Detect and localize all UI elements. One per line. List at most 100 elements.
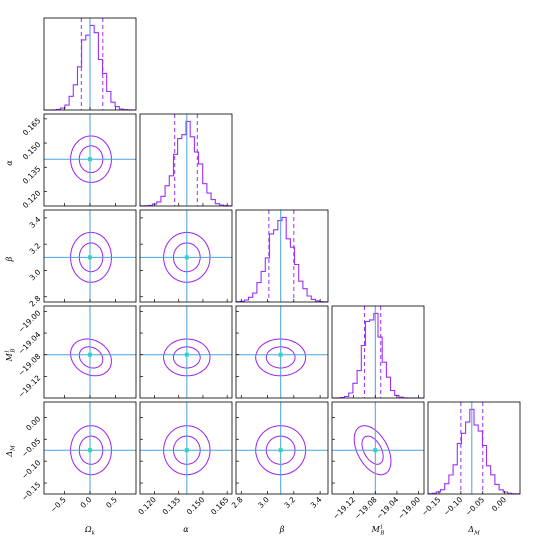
histogram-alpha [139, 120, 233, 207]
contour-1 [78, 145, 104, 173]
truth-marker [278, 448, 283, 453]
panel-beta-vs-omega: 2.8 3.0 3.2 3.4 [28, 209, 137, 309]
truth-marker [184, 255, 189, 260]
y-axis-label-mb: M1B [5, 349, 17, 363]
panel-mb-vs-mb [331, 305, 425, 399]
y-tick-label-alpha: 0.135 [21, 164, 43, 186]
panel-dm-vs-beta: 2.8 3.0 3.2 3.4 [230, 401, 329, 510]
y-axis-label-beta: β [5, 256, 14, 262]
x-axis-label-alpha: α [183, 525, 189, 534]
contour-1 [173, 346, 201, 369]
truth-marker [373, 448, 378, 453]
x-tick-label-omega: −0.5 [49, 495, 68, 514]
histogram-beta [235, 216, 329, 303]
y-tick-label-dm: −0.10 [20, 458, 43, 481]
panel-mb-vs-alpha [139, 305, 233, 399]
y-tick-label-mb: −19.08 [16, 352, 42, 378]
x-tick-label-mb: −19.08 [353, 495, 379, 521]
x-tick-label-beta: 3.2 [282, 495, 297, 510]
y-tick-label-dm: 0.00 [24, 414, 42, 432]
x-tick-label-mb: −19.00 [396, 495, 422, 521]
contour-2 [255, 338, 307, 377]
panel-dm-vs-omega: −0.5 0.0 0.5 −0.15−0.10−0.05 0.00 [20, 401, 137, 514]
contour-2 [353, 425, 392, 476]
panel-frame [139, 401, 233, 495]
truth-marker [184, 352, 189, 357]
y-axis-label-dm: ΔM [5, 445, 17, 458]
contour-1 [173, 435, 201, 465]
y-tick-label-dm: −0.15 [20, 480, 43, 503]
x-tick-label-dm: −0.15 [420, 495, 443, 518]
panel-dm-vs-mb: −19.12−19.08−19.04−19.00 [331, 401, 425, 521]
y-tick-label-mb: −19.12 [16, 373, 42, 399]
x-tick-label-beta: 2.8 [230, 495, 245, 510]
y-tick-label-dm: −0.05 [20, 436, 43, 459]
panel-frame [235, 305, 329, 399]
contour-2 [255, 425, 307, 476]
truth-marker [88, 352, 92, 357]
contour-2 [70, 231, 112, 283]
y-tick-label-mb: −19.00 [16, 308, 42, 334]
x-tick-label-mb: −19.04 [374, 495, 400, 521]
x-tick-label-alpha: 0.150 [185, 495, 207, 517]
x-tick-label-omega: 0.5 [104, 495, 119, 510]
x-axis-label-mb: M1 B [371, 525, 385, 537]
y-tick-label-alpha: 0.165 [21, 116, 43, 138]
panel-mb-vs-beta [235, 305, 329, 399]
panel-dm-vs-alpha: 0.120 0.135 0.150 0.165 [136, 401, 233, 517]
contour-1 [78, 242, 104, 273]
histogram-mb [332, 312, 424, 399]
histogram-dm [427, 408, 521, 495]
contour-1 [265, 346, 296, 369]
x-tick-label-alpha: 0.135 [161, 495, 183, 517]
y-tick-label-beta: 3.0 [28, 267, 43, 282]
contour-1 [265, 435, 296, 465]
panel-beta-vs-alpha [139, 209, 233, 303]
panel-beta-vs-beta [235, 209, 329, 303]
truth-marker [184, 448, 189, 453]
contour-2 [70, 425, 112, 476]
panel-frame [235, 401, 329, 495]
y-tick-label-beta: 2.8 [28, 294, 43, 309]
x-tick-label-dm: −0.10 [442, 495, 465, 518]
truth-marker [88, 448, 92, 453]
contour-2 [163, 425, 211, 476]
panel-frame [139, 209, 233, 303]
x-tick-label-mb: −19.12 [331, 495, 357, 521]
y-tick-label-beta: 3.2 [28, 241, 43, 256]
x-axis-label-beta: β [279, 525, 285, 534]
truth-marker [278, 352, 283, 357]
x-axis-label-omega: Ωk [84, 525, 96, 537]
panel-alpha-vs-alpha [139, 113, 233, 207]
panel-omega-vs-omega [43, 17, 137, 111]
panel-dm-vs-dm: −0.15 −0.10 −0.05 0.00 [420, 401, 521, 518]
truth-marker [88, 157, 92, 162]
x-tick-label-alpha: 0.120 [136, 495, 158, 517]
contour-1 [173, 242, 201, 273]
x-axis-label-dm: ΔM [467, 525, 480, 537]
y-tick-label-beta: 3.4 [28, 215, 43, 230]
contour-2 [163, 231, 211, 283]
contour-2 [70, 135, 112, 183]
panel-frame [331, 305, 425, 399]
contour-2 [70, 338, 112, 377]
y-tick-label-mb: −19.04 [16, 330, 42, 356]
y-axis-label-alpha: α [5, 160, 14, 166]
panel-mb-vs-omega: −19.12−19.08−19.04−19.00 [16, 305, 137, 399]
x-tick-label-dm: 0.00 [490, 495, 508, 513]
x-tick-label-beta: 3.4 [309, 495, 324, 510]
x-tick-label-dm: −0.05 [464, 495, 487, 518]
contour-1 [361, 435, 384, 465]
x-tick-label-beta: 3.0 [256, 495, 271, 510]
x-tick-label-alpha: 0.165 [209, 495, 231, 517]
x-tick-label-omega: 0.0 [79, 495, 94, 510]
panel-frame [331, 401, 425, 495]
panel-frame [139, 113, 233, 207]
truth-marker [88, 255, 92, 260]
contour-1 [78, 435, 104, 465]
panel-frame [427, 401, 521, 495]
contour-2 [163, 338, 211, 377]
contour-1 [78, 346, 104, 369]
